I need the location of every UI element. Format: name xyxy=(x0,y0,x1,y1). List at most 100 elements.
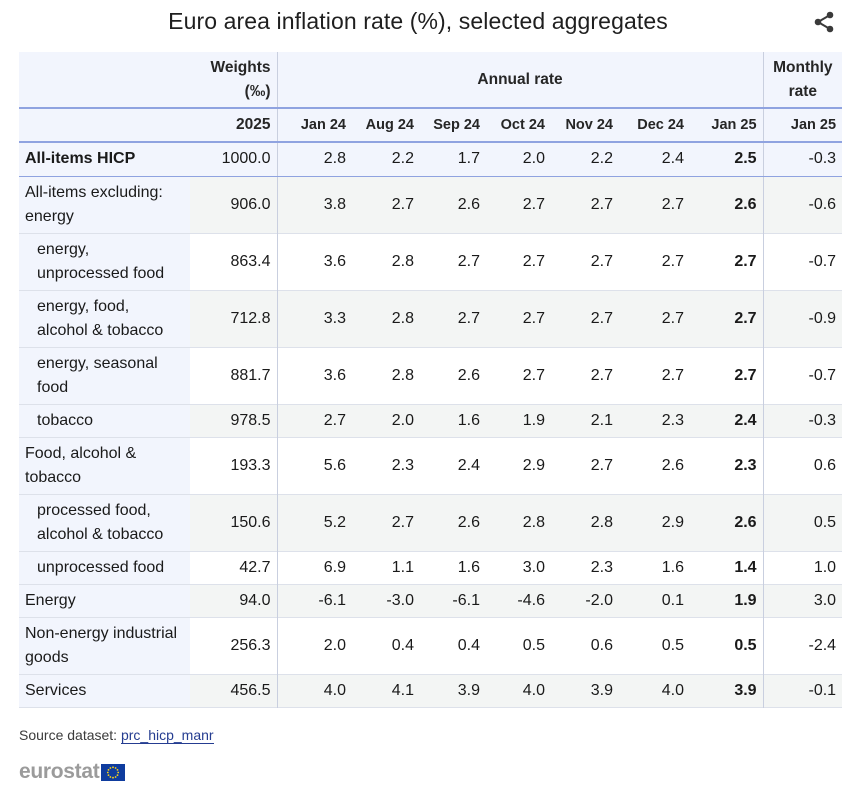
eurostat-logo: eurostat xyxy=(19,760,126,784)
annual-rate-cell: 2.6 xyxy=(420,176,486,233)
annual-rate-cell: 1.1 xyxy=(352,551,420,584)
annual-rate-cell: 2.5 xyxy=(690,142,764,177)
flag-background xyxy=(101,763,126,781)
table-row: energy, seasonal food 881.7 3.6 2.8 2.6 2.7 2.7… xyxy=(19,347,843,404)
flag-star xyxy=(117,771,120,773)
annual-rate-cell: 2.7 xyxy=(551,347,619,404)
annual-rate-header: Annual rate xyxy=(277,52,764,109)
row-label: unprocessed food xyxy=(19,551,190,584)
row-label-line: goods xyxy=(25,648,69,666)
monthly-label: Monthly xyxy=(773,58,833,76)
flag-star xyxy=(117,768,119,771)
row-label-line: All-items excluding: xyxy=(25,183,163,201)
weights-label: Weights xyxy=(210,58,271,76)
annual-rate-cell: 2.7 xyxy=(619,290,690,347)
annual-rate-cell: 1.6 xyxy=(420,404,486,437)
annual-rate-cell: -3.0 xyxy=(352,584,420,617)
row-label: energy, unprocessed food xyxy=(19,233,190,290)
annual-rate-cell: 2.4 xyxy=(420,437,486,494)
row-label: Food, alcohol & tobacco xyxy=(19,437,190,494)
flag-star xyxy=(107,771,110,773)
weight-cell: 150.6 xyxy=(190,494,278,551)
row-label-line: All-items HICP xyxy=(25,150,136,168)
source-dataset-link[interactable]: prc_hicp_manr xyxy=(120,727,214,744)
annual-rate-cell: 2.1 xyxy=(551,404,619,437)
annual-rate-cell: 2.3 xyxy=(352,437,420,494)
weight-cell: 42.7 xyxy=(190,551,278,584)
annual-rate-cell: 4.0 xyxy=(486,674,551,707)
row-label-line: Food, alcohol & xyxy=(25,444,137,462)
annual-rate-cell: 2.7 xyxy=(486,290,551,347)
share-icon[interactable] xyxy=(812,10,836,34)
monthly-rate-cell: 3.0 xyxy=(763,584,843,617)
annual-rate-cell: 3.6 xyxy=(277,233,352,290)
monthly-rate-cell: 1.0 xyxy=(763,551,843,584)
weight-cell: 1000.0 xyxy=(190,142,278,177)
annual-rate-cell: 2.2 xyxy=(551,142,619,177)
table-header: Weights (‰) Annual rate Monthly rate 202… xyxy=(19,52,843,143)
monthly-rate-cell: -0.7 xyxy=(763,347,843,404)
annual-rate-cell: 2.7 xyxy=(551,437,619,494)
row-label: Services xyxy=(19,674,190,707)
table-row: tobacco 978.5 2.7 2.0 1.6 1.9 2.1 2.3 2.4 -0.3 xyxy=(19,404,843,437)
row-label-line: energy, xyxy=(37,240,90,258)
annual-rate-cell: 1.6 xyxy=(420,551,486,584)
flag-star xyxy=(109,766,112,769)
share-line-bottom xyxy=(817,21,831,30)
annual-rate-cell: 4.0 xyxy=(277,674,352,707)
annual-rate-cell: 1.9 xyxy=(486,404,551,437)
table-row: Non-energy industrial goods 256.3 2.0 0.4 0.4… xyxy=(19,617,843,674)
weight-cell: 978.5 xyxy=(190,404,278,437)
annual-rate-cell: 2.8 xyxy=(352,233,420,290)
annual-rate-cell: 2.8 xyxy=(352,347,420,404)
annual-rate-cell: 2.2 xyxy=(352,142,420,177)
flag-star xyxy=(115,775,117,778)
col-header: Nov 24 xyxy=(551,108,619,143)
annual-rate-cell: 2.8 xyxy=(277,142,352,177)
share-line-top xyxy=(817,14,831,23)
annual-rate-cell: 3.8 xyxy=(277,176,352,233)
annual-rate-cell: 6.9 xyxy=(277,551,352,584)
annual-rate-cell: 2.3 xyxy=(619,404,690,437)
flag-star xyxy=(109,775,112,778)
col-header: Dec 24 xyxy=(619,108,690,143)
annual-rate-cell: 1.4 xyxy=(690,551,764,584)
annual-rate-cell: 2.7 xyxy=(690,290,764,347)
annual-rate-cell: 2.7 xyxy=(690,233,764,290)
flag-star xyxy=(108,773,110,776)
annual-rate-cell: 2.7 xyxy=(551,233,619,290)
row-label-line: Energy xyxy=(25,591,76,609)
annual-rate-cell: 2.7 xyxy=(420,233,486,290)
flag-star xyxy=(115,766,117,769)
monthly-rate-cell: -0.7 xyxy=(763,233,843,290)
row-label-line: Services xyxy=(25,681,87,699)
col-header: Sep 24 xyxy=(420,108,486,143)
header-corner-2 xyxy=(19,108,190,143)
table-title: Euro area inflation rate (%), selected a… xyxy=(168,8,668,34)
annual-rate-cell: 2.6 xyxy=(690,176,764,233)
header-corner xyxy=(19,52,190,109)
annual-rate-cell: 3.3 xyxy=(277,290,352,347)
flag-star xyxy=(112,776,115,779)
annual-rate-cell: 2.3 xyxy=(690,437,764,494)
annual-rate-cell: 2.6 xyxy=(420,347,486,404)
annual-rate-cell: 2.7 xyxy=(690,347,764,404)
annual-rate-cell: 2.6 xyxy=(420,494,486,551)
col-header: Oct 24 xyxy=(486,108,551,143)
annual-rate-cell: -4.6 xyxy=(486,584,551,617)
row-label: energy, food, alcohol & tobacco xyxy=(19,290,190,347)
monthly-rate-cell: -0.1 xyxy=(763,674,843,707)
annual-rate-cell: 2.7 xyxy=(277,404,352,437)
col-header: Jan 25 xyxy=(690,108,764,143)
monthly-rate-cell: 0.5 xyxy=(763,494,843,551)
annual-rate-cell: 3.9 xyxy=(551,674,619,707)
table-row: Energy 94.0 -6.1 -3.0 -6.1 -4.6 -2.0 0.1 1.9 3.0 xyxy=(19,584,843,617)
table-row: All-items HICP 1000.0 2.8 2.2 1.7 2.0 2.2 2.4 2.… xyxy=(19,142,843,177)
weights-header: Weights (‰) xyxy=(190,52,278,109)
table-row: unprocessed food 42.7 6.9 1.1 1.6 3.0 2.3 1.6 1.… xyxy=(19,551,843,584)
annual-rate-cell: 2.7 xyxy=(486,176,551,233)
annual-rate-cell: 2.7 xyxy=(486,233,551,290)
col-header: Aug 24 xyxy=(352,108,420,143)
annual-rate-cell: 2.6 xyxy=(690,494,764,551)
annual-rate-cell: 2.9 xyxy=(486,437,551,494)
